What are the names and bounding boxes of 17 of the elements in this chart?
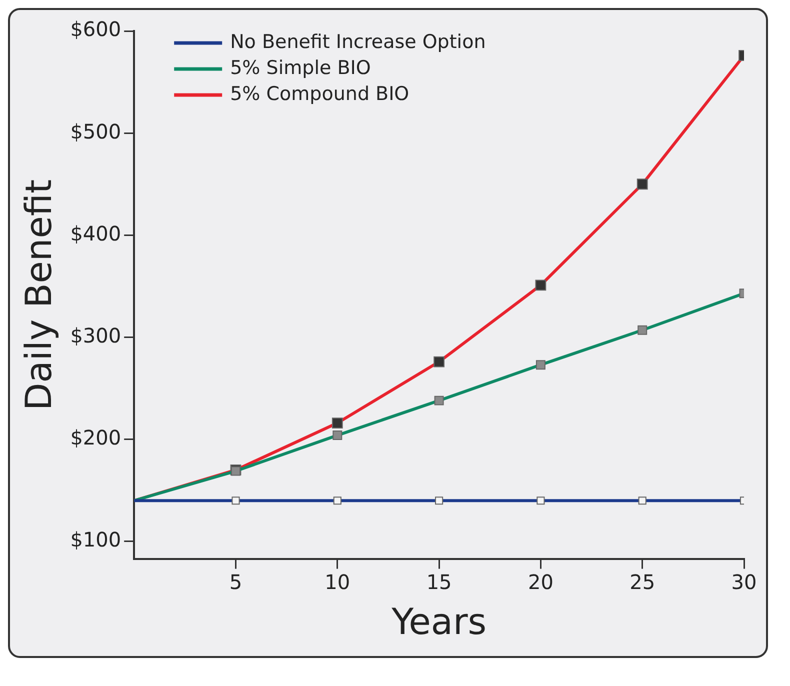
y-axis-title: Daily Benefit [18, 179, 60, 410]
x-tick-label: 20 [528, 570, 554, 594]
x-tick-label: 25 [630, 570, 656, 594]
y-tick-label: $200 [70, 426, 122, 450]
y-tick-label: $600 [70, 17, 122, 42]
x-tick-label: 5 [229, 570, 242, 594]
legend-label: No Benefit Increase Option [230, 30, 486, 53]
legend-label: 5% Simple BIO [230, 56, 371, 79]
y-tick-label: $100 [70, 528, 122, 552]
y-tick-label: $300 [70, 323, 122, 348]
x-tick-label: 15 [426, 570, 452, 594]
x-axis-title: Years [390, 602, 487, 643]
x-tick-label: 30 [731, 570, 757, 594]
legend-label: 5% Compound BIO [230, 82, 410, 105]
y-tick-label: $400 [70, 221, 122, 246]
x-tick-label: 10 [324, 570, 350, 594]
y-tick-label: $500 [70, 119, 122, 144]
